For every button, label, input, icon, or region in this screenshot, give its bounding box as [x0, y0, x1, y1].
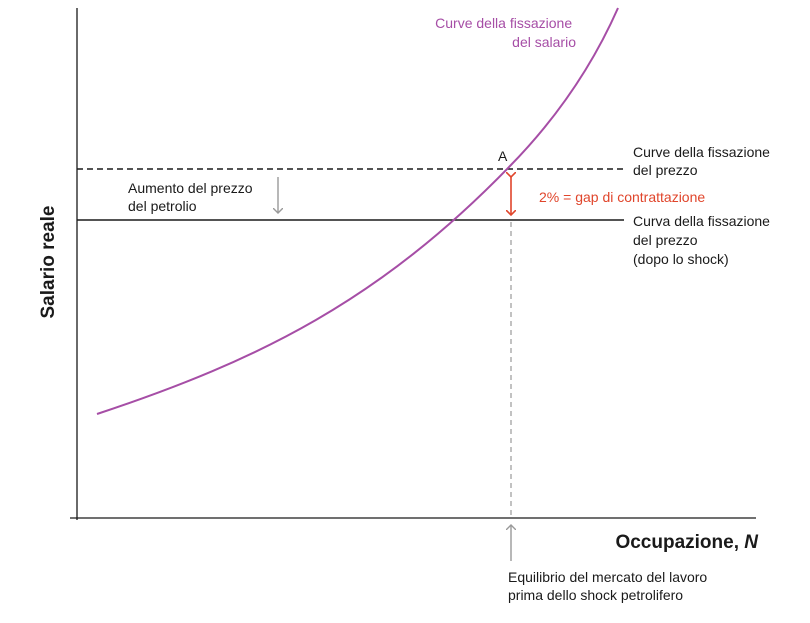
price-curve-before-label: Curve della fissazione del prezzo: [633, 144, 774, 178]
x-axis-title: Occupazione, N: [615, 532, 759, 553]
point-a-label: A: [498, 148, 508, 164]
wage-setting-curve: [96, 7, 619, 415]
wage-curve-label: Curve della fissazione del salario: [435, 15, 576, 50]
equilibrium-note: Equilibrio del mercato del lavoro prima …: [508, 569, 711, 603]
oil-price-label: Aumento del prezzo del petrolio: [128, 180, 256, 214]
bargaining-gap-label: 2% = gap di contrattazione: [539, 189, 705, 205]
y-axis-title: Salario reale: [38, 205, 59, 318]
price-curve-after-label: Curva della fissazione del prezzo (dopo …: [633, 213, 774, 267]
